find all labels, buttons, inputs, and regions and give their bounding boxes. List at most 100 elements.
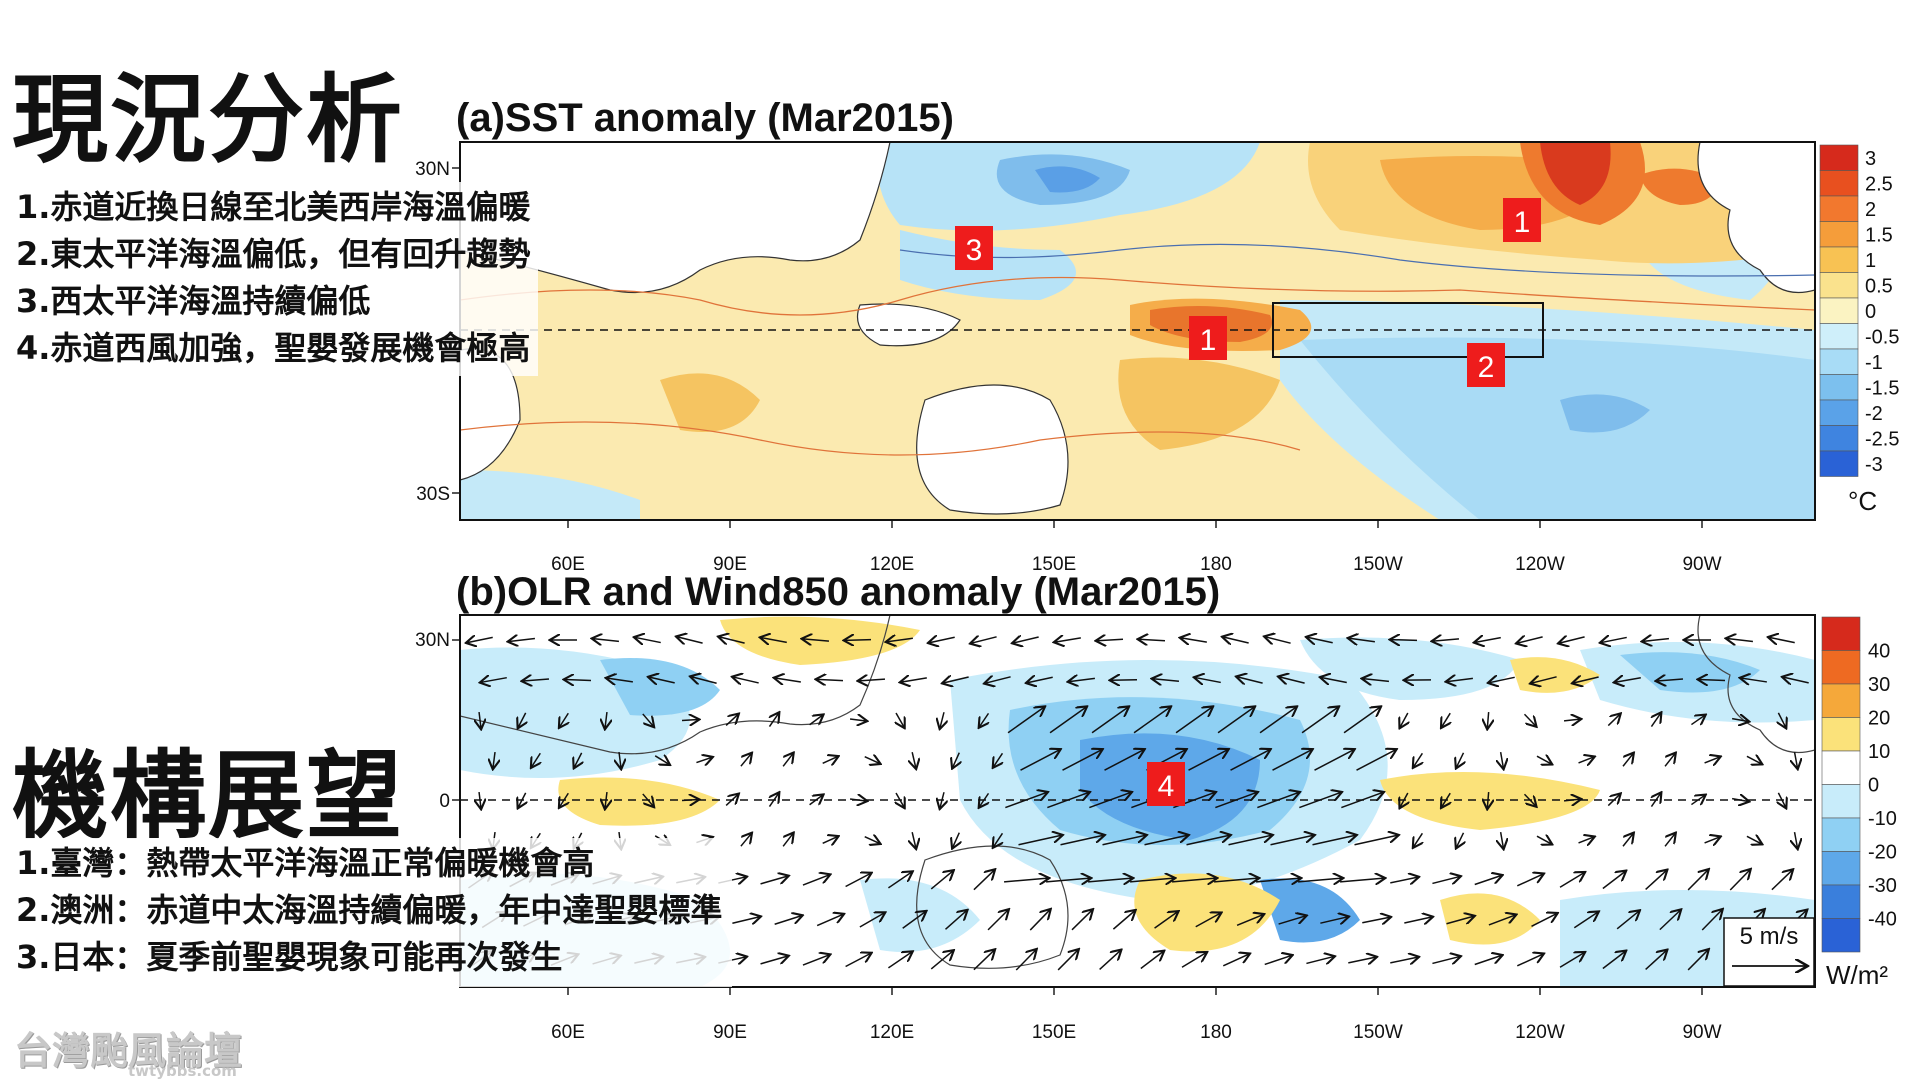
olr-axis: 30N 0 60E 90E 120E 150E 180 150W 120W 90… xyxy=(415,630,1721,1043)
wind-vector xyxy=(493,751,495,768)
marker-1-north-label: 1 xyxy=(1514,206,1531,239)
wind-vector xyxy=(760,956,788,965)
sst-colorbar-swatch xyxy=(1819,425,1859,452)
wind-vector xyxy=(1687,870,1708,891)
wind-vector xyxy=(902,912,926,929)
wind-vector xyxy=(518,712,525,727)
wind-vector xyxy=(980,712,989,726)
wind-vector xyxy=(1687,950,1708,971)
outlook-point-3: 3.日本：夏季前聖嬰現象可能再次發生 xyxy=(16,938,563,976)
wind-vector xyxy=(1013,637,1039,643)
olr-colorbar-label: 30 xyxy=(1868,674,1890,696)
wind-vector xyxy=(1222,954,1248,967)
wind-vector xyxy=(509,638,535,641)
wind-vector xyxy=(1140,952,1163,970)
wind-vector xyxy=(1214,878,1258,882)
olr-colorbar-swatch xyxy=(1821,918,1861,953)
wind-vector xyxy=(1259,707,1296,734)
marker-1-equator-label: 1 xyxy=(1200,324,1217,357)
wind-vector xyxy=(896,712,904,727)
wind-vector xyxy=(719,637,745,643)
wind-vector xyxy=(479,711,481,728)
sst-lon-90w: 90W xyxy=(1682,554,1721,575)
wind-vector xyxy=(782,754,793,767)
wind-vector xyxy=(1659,910,1680,931)
wind-vector xyxy=(1447,678,1473,681)
wind-vector xyxy=(1432,877,1459,884)
wind-vector xyxy=(1153,679,1180,681)
wind-vector xyxy=(1559,637,1585,643)
wind-vector xyxy=(1097,639,1124,641)
wind-vector xyxy=(929,637,955,643)
wind-vector xyxy=(761,638,787,643)
wind-vector xyxy=(1771,870,1792,891)
olr-colorbar-swatch xyxy=(1821,750,1861,785)
wind-vector xyxy=(849,719,866,721)
sst-colorbar-label: -0.5 xyxy=(1865,327,1899,349)
sst-colorbar-label: -2.5 xyxy=(1865,429,1899,451)
marker-1-north xyxy=(1503,198,1541,242)
sst-lat-30s: 30S xyxy=(416,484,450,505)
wind-vector xyxy=(994,752,1003,766)
wind-vector xyxy=(1645,871,1667,890)
wind-vector xyxy=(1578,837,1594,843)
wind-vector xyxy=(1516,874,1542,887)
wind-vector xyxy=(1264,956,1292,966)
olr-lon-120w: 120W xyxy=(1515,1022,1565,1043)
wind-vector xyxy=(782,834,793,847)
wind-vector xyxy=(1741,678,1767,682)
panel-a-title: (a)SST anomaly (Mar2015) xyxy=(456,96,954,140)
wind-vector xyxy=(1531,677,1557,683)
wind-vector xyxy=(740,834,751,847)
wind-vector xyxy=(1306,957,1333,964)
wind-vector xyxy=(1062,750,1102,771)
wind-vector xyxy=(1414,832,1423,846)
marker-2 xyxy=(1467,343,1505,387)
wind-vector xyxy=(1029,910,1050,931)
wind-vector xyxy=(635,637,661,642)
wind-vector xyxy=(1362,917,1389,923)
sst-colorbar-label: 0 xyxy=(1865,301,1876,323)
wind-vector xyxy=(696,757,711,762)
wind-vector xyxy=(1111,680,1138,681)
wind-vector xyxy=(987,910,1008,931)
olr-map xyxy=(460,615,1815,987)
wind-vector xyxy=(1301,707,1338,734)
wind-vector xyxy=(1616,911,1639,930)
wind-vector xyxy=(1130,878,1174,882)
wind-vector xyxy=(1664,834,1675,847)
olr-colorbar-swatch xyxy=(1821,717,1861,752)
olr-colorbar: 40 30 20 10 0 -10 -20 -30 -40 xyxy=(1821,616,1897,953)
wind-vector xyxy=(1488,915,1515,926)
wind-vector xyxy=(677,637,703,643)
wind-vector xyxy=(1265,637,1291,643)
wind-vector xyxy=(1046,878,1090,882)
wind-vector xyxy=(1343,707,1380,734)
wind-vector xyxy=(1651,713,1660,727)
wind-vector xyxy=(1004,878,1048,882)
wind-vector xyxy=(1195,678,1221,683)
wind-vector xyxy=(1272,750,1312,771)
wind-vector xyxy=(1622,834,1633,847)
wind-vector xyxy=(1195,913,1221,928)
olr-colorbar-label: 40 xyxy=(1868,641,1890,663)
wind-vector xyxy=(574,752,581,767)
sst-colorbar-swatch xyxy=(1819,195,1859,222)
wind-vector xyxy=(1007,707,1044,734)
wind-vector xyxy=(1391,640,1418,641)
wind-vector xyxy=(1112,911,1134,930)
wind-vector xyxy=(1475,638,1501,643)
wind-vector xyxy=(1404,917,1431,923)
wind-vector xyxy=(1390,877,1417,883)
olr-colorbar-swatch xyxy=(1821,817,1861,852)
marker-2-label: 2 xyxy=(1478,351,1495,384)
wind-vector xyxy=(1091,707,1128,734)
wind-vector xyxy=(845,873,871,888)
sst-colorbar-label: 1 xyxy=(1865,250,1876,272)
olr-colorbar-swatch xyxy=(1821,851,1861,886)
marker-3-label: 3 xyxy=(966,234,983,267)
wind-vector xyxy=(1217,707,1254,734)
sst-colorbar-label: -3 xyxy=(1865,454,1883,476)
sst-unit: °C xyxy=(1848,486,1877,516)
wind-vector xyxy=(1690,715,1704,724)
